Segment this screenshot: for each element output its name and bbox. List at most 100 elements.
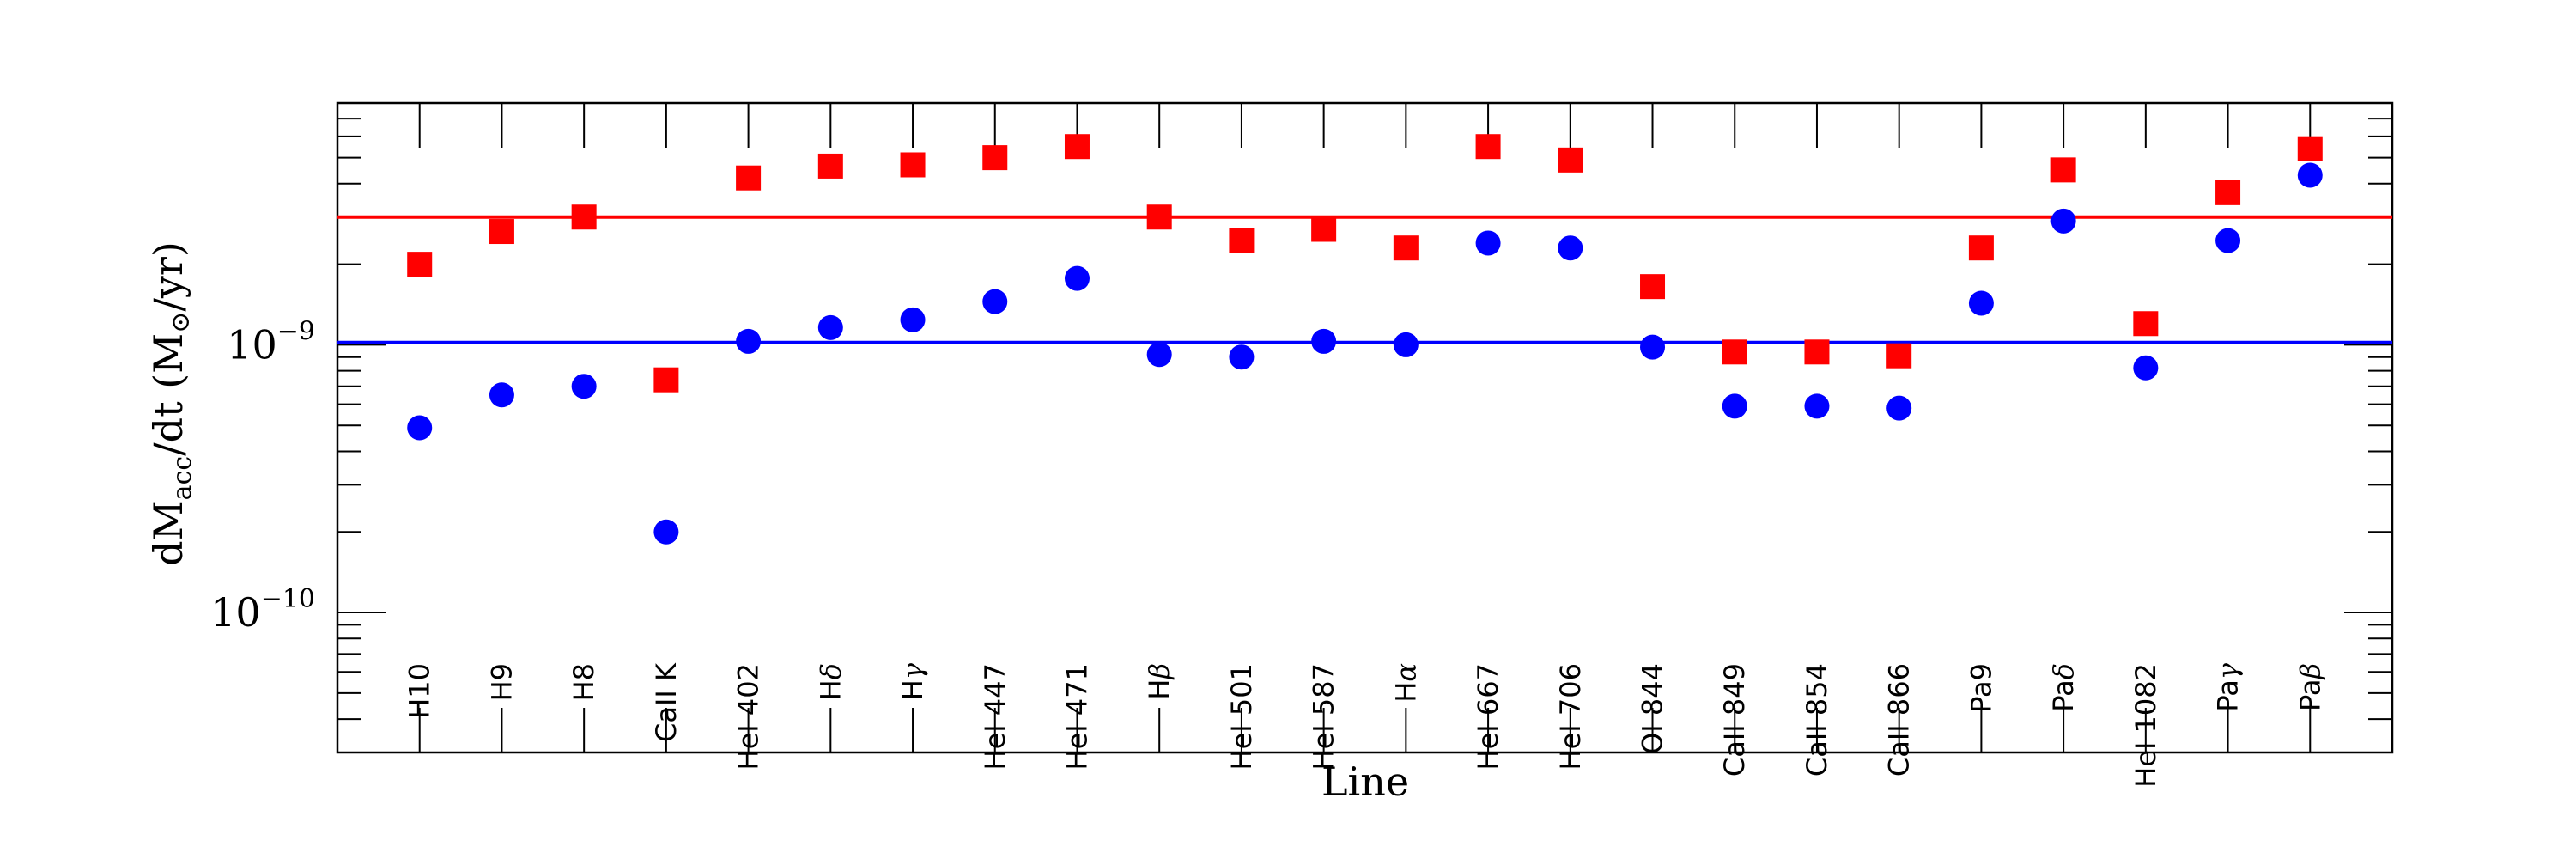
square-point	[407, 252, 433, 277]
category-label-base: H	[1389, 682, 1422, 703]
category-label: Hβ	[1143, 663, 1176, 700]
category-label-base: H	[814, 679, 847, 700]
square-point	[1475, 134, 1501, 160]
square-point	[982, 145, 1008, 171]
category-label-base: HeI 501	[1225, 663, 1258, 770]
category-label: HeI 402	[732, 663, 765, 770]
square-point	[1558, 147, 1583, 173]
circle-point	[1229, 344, 1255, 370]
y-tick-label: 10−9	[227, 316, 315, 368]
category-label-greek: δ	[814, 663, 847, 679]
category-label: Paγ	[2212, 662, 2245, 711]
category-label-greek: δ	[2047, 663, 2080, 679]
axis-ticks	[337, 102, 2392, 753]
circle-point	[2133, 355, 2159, 381]
square-point	[1064, 134, 1090, 160]
circle-point	[1640, 334, 1666, 360]
square-point	[571, 204, 597, 230]
y-label-sun: ⊙	[166, 312, 196, 333]
square-point	[2133, 311, 2159, 337]
category-label-base: H8	[568, 663, 600, 701]
square-point	[1393, 235, 1419, 261]
category-label-base: HeI 471	[1060, 663, 1093, 770]
circle-point	[900, 307, 926, 332]
category-label: CaII 866	[1883, 663, 1916, 777]
category-label: H10	[404, 663, 436, 719]
circle-point	[571, 374, 597, 399]
category-label: Hγ	[896, 662, 929, 700]
circle-point	[407, 415, 433, 441]
square-point	[1640, 274, 1666, 300]
category-label-greek: α	[1389, 663, 1422, 682]
category-label-base: Pa	[2212, 679, 2245, 711]
category-label: HeI 1082	[2129, 663, 2162, 788]
category-label: Pa9	[1965, 663, 1997, 713]
category-label-base: CaII 854	[1801, 663, 1833, 777]
category-label-base: Pa	[2293, 679, 2326, 711]
reference-lines	[337, 215, 2392, 344]
y-label-main: dM	[145, 500, 191, 566]
category-label-base: CaII K	[650, 662, 683, 742]
category-label-base: H	[896, 679, 929, 700]
y-label-sub: acc	[167, 456, 197, 501]
y-label-rest: /dt (M	[145, 333, 191, 456]
x-axis-label: Line	[1321, 758, 1409, 805]
circle-point	[1804, 393, 1830, 419]
square-point	[817, 153, 843, 179]
category-label: Paβ	[2293, 663, 2326, 711]
category-label-base: HeI 447	[979, 663, 1012, 770]
circle-point	[982, 289, 1008, 314]
y-tick-exponent: −9	[277, 316, 315, 346]
circle-point	[653, 519, 679, 545]
category-label-base: HeI 587	[1308, 663, 1340, 770]
data-points	[407, 134, 2323, 545]
category-label-greek: γ	[896, 662, 929, 679]
category-label: H8	[568, 663, 600, 701]
square-point	[900, 152, 926, 178]
category-label-greek: β	[2293, 663, 2326, 680]
category-label-greek: γ	[2212, 662, 2245, 679]
circle-point	[2297, 162, 2323, 188]
circle-point	[489, 382, 514, 408]
y-tick-labels: 10−10 10−9	[210, 316, 315, 636]
category-label-base: CaII 866	[1883, 663, 1916, 777]
square-point	[2050, 157, 2076, 183]
category-label-base: HeI 1082	[2129, 663, 2162, 788]
plot-area	[336, 101, 2394, 754]
square-point	[2215, 180, 2241, 205]
category-label: OI 844	[1637, 663, 1669, 754]
square-point	[2297, 136, 2323, 161]
square-point	[736, 165, 762, 191]
category-label-greek: β	[1143, 663, 1176, 680]
category-label: Hα	[1389, 663, 1422, 703]
category-label: Paδ	[2047, 663, 2080, 712]
y-label-unit: /yr)	[145, 241, 191, 311]
circle-point	[1886, 395, 1912, 421]
category-label: H9	[485, 663, 518, 701]
circle-point	[1311, 328, 1337, 354]
circle-point	[2050, 208, 2076, 234]
category-label: HeI 706	[1554, 663, 1587, 770]
square-point	[1311, 216, 1337, 242]
circle-point	[1475, 230, 1501, 256]
category-label-base: H	[1143, 679, 1176, 700]
category-label-base: HeI 402	[732, 663, 765, 770]
circle-point	[1968, 290, 1994, 316]
circle-point	[1393, 332, 1419, 357]
circle-point	[817, 314, 843, 340]
y-axis-label: dMacc/dt (M⊙/yr)	[145, 241, 197, 566]
square-point	[1968, 235, 1994, 261]
square-point	[1722, 339, 1747, 365]
y-tick-label: 10−10	[210, 584, 315, 636]
square-point	[1146, 204, 1172, 230]
plot-frame	[336, 101, 2394, 754]
category-label: HeI 471	[1060, 663, 1093, 770]
category-label: HeI 447	[979, 663, 1012, 770]
square-point	[1229, 228, 1255, 253]
square-point	[1886, 343, 1912, 369]
category-label-base: HeI 706	[1554, 663, 1587, 770]
y-tick-exponent: −10	[261, 584, 315, 614]
category-label-base: Pa9	[1965, 663, 1997, 713]
